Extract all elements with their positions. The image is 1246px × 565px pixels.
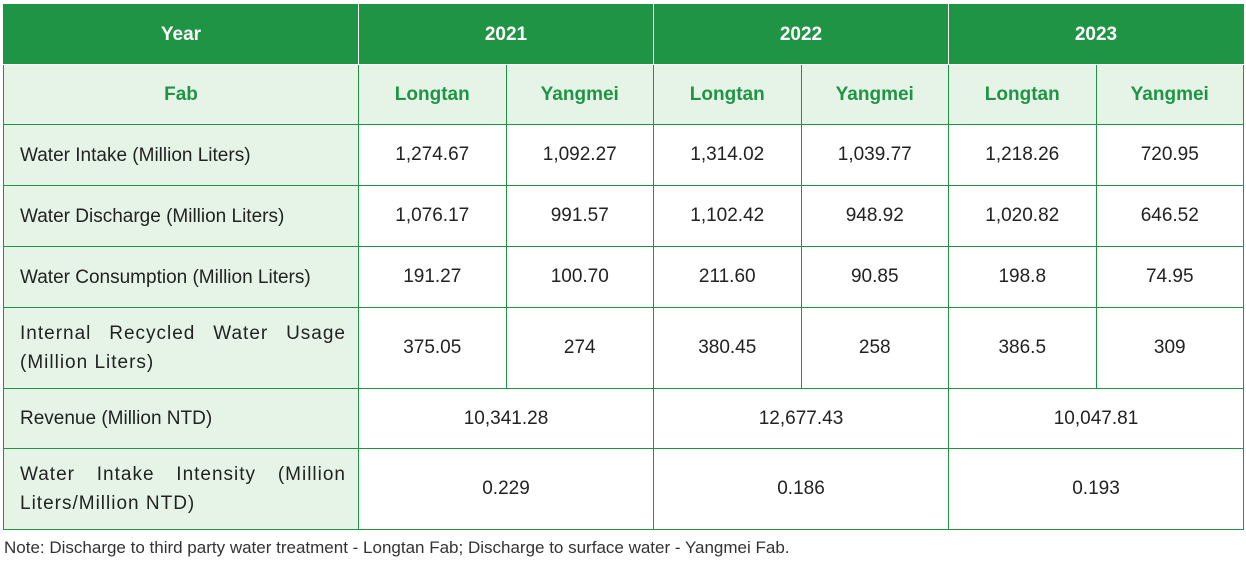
table-cell: 100.70 [505, 246, 654, 308]
year-header-row: Year 2021 2022 2023 [3, 4, 1244, 65]
table-cell-merged: 10,047.81 [948, 388, 1244, 449]
table-cell: 386.5 [948, 307, 1097, 389]
table-cell: 948.92 [800, 185, 949, 247]
table-footnote: Note: Discharge to third party water tre… [4, 538, 790, 557]
table-cell: 191.27 [358, 246, 507, 308]
table-cell: 1,039.77 [800, 124, 949, 186]
table-row-recycled-water: Internal Recycled Water Usage (Million L… [3, 307, 1244, 389]
table-row-water-intake: Water Intake (Million Liters) 1,274.67 1… [3, 124, 1244, 186]
table-cell: 1,102.42 [653, 185, 802, 247]
table-row-intake-intensity: Water Intake Intensity (Million Liters/M… [3, 448, 1244, 530]
row-label: Water Discharge (Million Liters) [3, 185, 359, 247]
fab-header-cell: Longtan [358, 64, 507, 125]
table-row-water-consumption: Water Consumption (Million Liters) 191.2… [3, 246, 1244, 308]
table-cell-merged: 12,677.43 [653, 388, 949, 449]
table-cell: 720.95 [1095, 124, 1244, 186]
table-cell: 274 [505, 307, 654, 389]
table-cell: 1,076.17 [358, 185, 507, 247]
row-label: Water Intake (Million Liters) [3, 124, 359, 186]
table-cell: 380.45 [653, 307, 802, 389]
table-cell: 90.85 [800, 246, 949, 308]
year-header-2023: 2023 [948, 4, 1244, 65]
table-cell-merged: 10,341.28 [358, 388, 654, 449]
fab-header-cell: Longtan [948, 64, 1097, 125]
table-cell-merged: 0.193 [948, 448, 1244, 530]
table-cell: 309 [1095, 307, 1244, 389]
table-cell-merged: 0.186 [653, 448, 949, 530]
fab-header-row: Fab Longtan Yangmei Longtan Yangmei Long… [3, 64, 1244, 125]
row-label: Internal Recycled Water Usage (Million L… [3, 307, 359, 389]
table-row-water-discharge: Water Discharge (Million Liters) 1,076.1… [3, 185, 1244, 247]
water-data-table: Year 2021 2022 2023 Fab Longtan Yangmei … [3, 4, 1244, 530]
fab-header-cell: Yangmei [505, 64, 654, 125]
table-cell: 1,314.02 [653, 124, 802, 186]
row-label: Water Consumption (Million Liters) [3, 246, 359, 308]
fab-header-cell: Yangmei [1095, 64, 1244, 125]
table-cell: 1,274.67 [358, 124, 507, 186]
table-cell: 1,218.26 [948, 124, 1097, 186]
table-cell: 375.05 [358, 307, 507, 389]
row-label: Water Intake Intensity (Million Liters/M… [3, 448, 359, 530]
row-label: Revenue (Million NTD) [3, 388, 359, 449]
table-cell: 74.95 [1095, 246, 1244, 308]
table-row-revenue: Revenue (Million NTD) 10,341.28 12,677.4… [3, 388, 1244, 449]
year-header-2022: 2022 [653, 4, 949, 65]
fab-header-cell: Yangmei [800, 64, 949, 125]
fab-header-cell: Longtan [653, 64, 802, 125]
water-table-container: Year 2021 2022 2023 Fab Longtan Yangmei … [3, 4, 1244, 530]
table-cell: 1,020.82 [948, 185, 1097, 247]
year-header-label: Year [3, 4, 359, 65]
table-cell: 198.8 [948, 246, 1097, 308]
table-cell-merged: 0.229 [358, 448, 654, 530]
table-cell: 258 [800, 307, 949, 389]
table-cell: 991.57 [505, 185, 654, 247]
table-cell: 1,092.27 [505, 124, 654, 186]
table-cell: 211.60 [653, 246, 802, 308]
fab-header-label: Fab [3, 64, 359, 125]
year-header-2021: 2021 [358, 4, 654, 65]
table-cell: 646.52 [1095, 185, 1244, 247]
